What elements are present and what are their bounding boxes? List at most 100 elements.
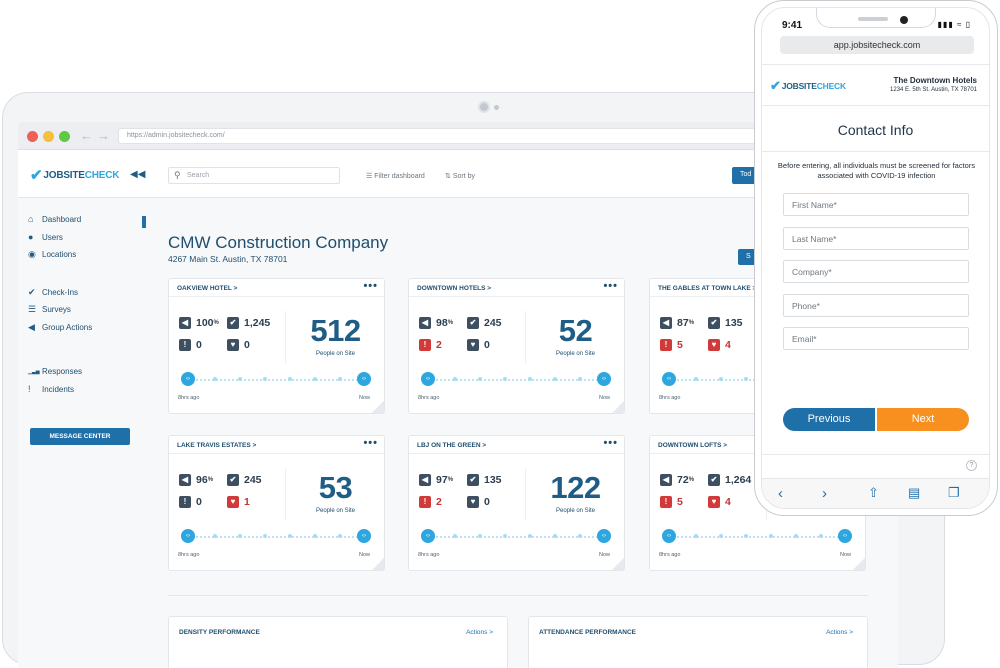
resize-corner-icon[interactable] xyxy=(853,558,865,570)
phone-field[interactable]: Phone* xyxy=(783,294,969,317)
percent-suffix: % xyxy=(207,477,214,483)
message-center-button[interactable]: MESSAGE CENTER xyxy=(30,428,130,445)
forward-arrow-icon[interactable]: → xyxy=(97,128,110,143)
sidebar-item-dashboard[interactable]: ⌂ Dashboard xyxy=(28,214,81,224)
bookmarks-icon[interactable]: ▤ xyxy=(908,485,921,500)
timeline-end-handle[interactable]: ‹› xyxy=(838,529,852,543)
sidebar-item-users[interactable]: ● Users xyxy=(28,232,63,242)
screening-rate: ◀ 72% xyxy=(660,474,694,486)
checkbox-icon: ✔ xyxy=(467,474,479,486)
timeline-end-handle[interactable]: ‹› xyxy=(597,372,611,386)
timeline-start-handle[interactable]: ‹› xyxy=(662,372,676,386)
alerts-count: ! 2 xyxy=(419,339,442,351)
card-title-link[interactable]: DOWNTOWN LOFTS > xyxy=(658,442,728,449)
close-window-button[interactable] xyxy=(27,131,38,142)
more-options-icon[interactable]: ••• xyxy=(603,437,618,449)
sort-by-button[interactable]: ⇅ Sort by xyxy=(445,172,475,180)
back-icon[interactable]: ‹ xyxy=(778,485,783,502)
megaphone-icon: ◀ xyxy=(28,322,35,332)
screening-rate: ◀ 96% xyxy=(179,474,213,486)
alerts-value: 5 xyxy=(677,496,683,508)
next-button[interactable]: Next xyxy=(877,408,969,431)
attendance-actions-link[interactable]: Actions > xyxy=(826,629,853,636)
location-card[interactable]: OAKVIEW HOTEL > ••• ◀ 100% ✔ 1,245! 0 ♥ 0 512 Peop… xyxy=(168,278,385,414)
sidebar-item-responses[interactable]: ▁▃▅ Responses xyxy=(28,367,82,376)
sidebar-item-surveys[interactable]: ☰ Surveys xyxy=(28,304,71,315)
share-icon[interactable]: ⇧ xyxy=(868,485,879,500)
resize-corner-icon[interactable] xyxy=(372,558,384,570)
phone-address-bar[interactable]: app.jobsitecheck.com xyxy=(780,36,974,54)
card-title-link[interactable]: LAKE TRAVIS ESTATES > xyxy=(177,442,257,449)
timeline-tick xyxy=(338,377,342,381)
location-card[interactable]: DOWNTOWN HOTELS > ••• ◀ 98% ✔ 245! 2 ♥ 0 52 People… xyxy=(408,278,625,414)
card-title-link[interactable]: DOWNTOWN HOTELS > xyxy=(417,285,492,292)
timeline-start-handle[interactable]: ‹› xyxy=(421,529,435,543)
page-title: CMW Construction Company xyxy=(168,233,389,252)
resize-corner-icon[interactable] xyxy=(612,558,624,570)
jobsitecheck-logo[interactable]: ✔ JOBSITE CHECK xyxy=(30,166,120,184)
location-card[interactable]: LBJ ON THE GREEN > ••• ◀ 97% ✔ 135! 2 ♥ 0 122 Peop… xyxy=(408,435,625,571)
timeline-track xyxy=(429,379,605,381)
filter-dashboard-button[interactable]: ☰ Filter dashboard xyxy=(366,172,425,180)
search-input[interactable]: ⚲ Search xyxy=(168,167,340,184)
health-value: 4 xyxy=(725,339,731,351)
alerts-count: ! 2 xyxy=(419,496,442,508)
sidebar-item-check-ins[interactable]: ✔ Check-Ins xyxy=(28,287,78,298)
card-title-link[interactable]: LBJ ON THE GREEN > xyxy=(417,442,487,449)
card-header xyxy=(169,436,384,454)
people-on-site-count: 122 xyxy=(550,470,601,505)
timeline-end-handle[interactable]: ‹› xyxy=(597,529,611,543)
timeline-start-handle[interactable]: ‹› xyxy=(421,372,435,386)
company-field[interactable]: Company* xyxy=(783,260,969,283)
card-header xyxy=(409,279,624,297)
timeline-end-label: Now xyxy=(359,552,371,558)
resize-corner-icon[interactable] xyxy=(372,401,384,413)
timeline-start-handle[interactable]: ‹› xyxy=(662,529,676,543)
tabs-icon[interactable]: ❐ xyxy=(948,485,960,500)
sidebar-item-group-actions[interactable]: ◀ Group Actions xyxy=(28,322,92,333)
people-on-site-label: People on Site xyxy=(555,508,596,514)
more-options-icon[interactable]: ••• xyxy=(363,280,378,292)
sidebar-item-locations[interactable]: ◉ Locations xyxy=(28,249,76,260)
sidebar-item-incidents[interactable]: ! Incidents xyxy=(28,384,74,394)
timeline-tick xyxy=(313,377,317,381)
email-field[interactable]: Email* xyxy=(783,327,969,350)
previous-button[interactable]: Previous xyxy=(783,408,875,431)
logo-word-check: CHECK xyxy=(84,169,120,181)
timeline-end-handle[interactable]: ‹› xyxy=(357,529,371,543)
people-on-site-count: 52 xyxy=(558,313,593,348)
first-name-field[interactable]: First Name* xyxy=(783,193,969,216)
location-card[interactable]: LAKE TRAVIS ESTATES > ••• ◀ 96% ✔ 245! 0 ♥ 1 53 Pe… xyxy=(168,435,385,571)
collapse-sidebar-icon[interactable]: ◀◀ xyxy=(130,169,146,180)
timeline-tick xyxy=(453,534,457,538)
help-icon[interactable]: ? xyxy=(966,460,977,471)
megaphone-icon: ◀ xyxy=(179,317,191,329)
timeline-tick xyxy=(213,377,217,381)
filter-icon: ☰ xyxy=(366,173,373,180)
last-name-field[interactable]: Last Name* xyxy=(783,227,969,250)
timeline-start-handle[interactable]: ‹› xyxy=(181,529,195,543)
address-bar[interactable]: https://admin.jobsitecheck.com/ xyxy=(118,128,778,144)
timeline-start-handle[interactable]: ‹› xyxy=(181,372,195,386)
check-logo-icon: ✔ xyxy=(770,78,781,93)
home-icon: ⌂ xyxy=(28,214,34,224)
forward-icon[interactable]: › xyxy=(822,485,827,502)
timeline-end-handle[interactable]: ‹› xyxy=(357,372,371,386)
checkins-value: 1,264 xyxy=(725,474,752,486)
resize-corner-icon[interactable] xyxy=(612,401,624,413)
timeline-tick xyxy=(528,534,532,538)
density-actions-link[interactable]: Actions > xyxy=(466,629,493,636)
timeline-tick xyxy=(553,377,557,381)
exclamation-icon: ! xyxy=(419,496,431,508)
health-count: ♥ 4 xyxy=(708,339,731,351)
logo-word-check: CHECK xyxy=(816,81,846,91)
more-options-icon[interactable]: ••• xyxy=(603,280,618,292)
more-options-icon[interactable]: ••• xyxy=(363,437,378,449)
maximize-window-button[interactable] xyxy=(59,131,70,142)
minimize-window-button[interactable] xyxy=(43,131,54,142)
card-title-link[interactable]: THE GABLES AT TOWN LAKE > xyxy=(658,285,757,292)
back-arrow-icon[interactable]: ← xyxy=(80,128,93,143)
wifi-icon: ≈ xyxy=(956,20,963,29)
card-title-link[interactable]: OAKVIEW HOTEL > xyxy=(177,285,238,292)
screening-rate: ◀ 87% xyxy=(660,317,694,329)
